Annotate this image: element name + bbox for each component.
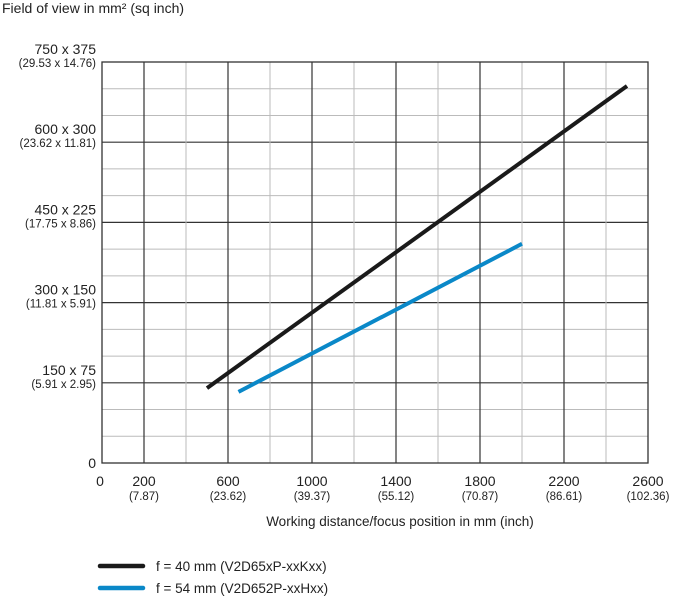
y-tick-label: 300 x 150	[35, 282, 97, 298]
series-line-1	[205, 84, 629, 390]
x-tick-label: 1800	[464, 473, 495, 489]
y-tick-sublabel: (23.62 x 11.81)	[19, 138, 96, 150]
x-axis-label: Working distance/focus position in mm (i…	[266, 514, 534, 529]
x-tick-label: 2200	[548, 473, 579, 489]
x-tick-sublabel: (70.87)	[462, 491, 499, 503]
y-tick-label: 600 x 300	[35, 121, 97, 137]
x-tick-label: 0	[96, 473, 104, 489]
y-tick-sublabel: (11.81 x 5.91)	[26, 299, 96, 311]
grid	[101, 61, 649, 464]
chart-title: Field of view in mm² (sq inch)	[2, 0, 184, 16]
series-line-2	[237, 242, 523, 394]
x-tick-labels: 0 200 (7.87) 600 (23.62) 1000 (39.37) 1400 (55.1…	[96, 473, 669, 503]
x-tick-label: 600	[216, 473, 240, 489]
legend-label-1: f = 40 mm (V2D65xP-xxKxx)	[156, 559, 327, 574]
x-tick-label: 200	[132, 473, 156, 489]
legend: f = 40 mm (V2D65xP-xxKxx) f = 54 mm (V2D6…	[97, 559, 328, 596]
x-tick-label: 1000	[296, 473, 327, 489]
y-tick-sublabel: (5.91 x 2.95)	[31, 379, 96, 391]
x-tick-label: 2600	[632, 473, 663, 489]
x-tick-sublabel: (7.87)	[129, 491, 159, 503]
plot-frame	[101, 61, 649, 464]
y-tick-labels: 0 150 x 75(5.91 x 2.95) 300 x 150(11.81 x …	[19, 41, 97, 471]
y-tick-label: 750 x 375	[35, 41, 97, 57]
x-tick-sublabel: (102.36)	[627, 491, 670, 503]
legend-label-2: f = 54 mm (V2D652P-xxHxx)	[156, 581, 328, 596]
x-tick-sublabel: (86.61)	[546, 491, 583, 503]
y-tick-label: 150 x 75	[42, 362, 96, 378]
series-lines	[205, 84, 629, 394]
x-tick-sublabel: (55.12)	[378, 491, 415, 503]
x-tick-label: 1400	[380, 473, 411, 489]
y-tick-sublabel: (17.75 x 8.86)	[25, 218, 96, 230]
y-tick-sublabel: (29.53 x 14.76)	[19, 58, 97, 70]
y-tick-label: 0	[88, 455, 96, 471]
y-tick-label: 450 x 225	[35, 201, 97, 217]
x-tick-sublabel: (39.37)	[294, 491, 331, 503]
x-tick-sublabel: (23.62)	[210, 491, 247, 503]
